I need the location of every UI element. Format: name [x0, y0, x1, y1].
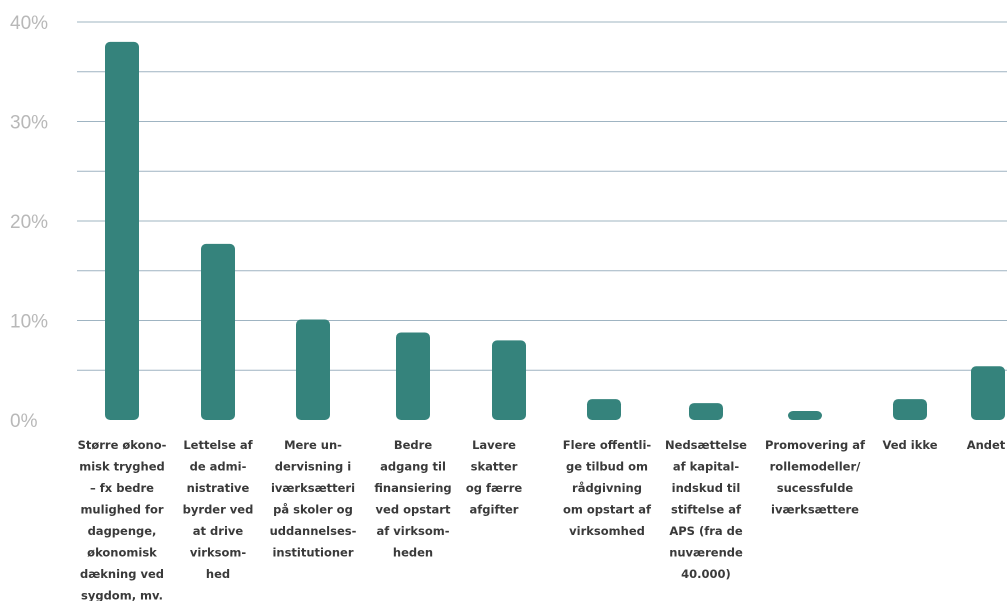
x-tick-label: Flere offentli-ge tilbud om rådgivning om …	[563, 438, 652, 538]
y-tick-label: 40%	[10, 13, 48, 34]
x-tick-label: Større økono-misk tryghed – fx bedre mulig…	[78, 438, 167, 601]
x-tick-label: Ved ikke	[882, 438, 937, 452]
y-tick-label: 30%	[10, 113, 48, 134]
x-tick-label: Bedre adgang til finansiering ved opstart af…	[374, 438, 451, 560]
bar	[296, 319, 330, 420]
bar	[893, 399, 927, 420]
y-tick-label: 0%	[10, 411, 38, 432]
bar	[201, 243, 235, 420]
bar	[788, 411, 822, 420]
x-tick-label: Promovering af rollemodeller/sucessfulde i…	[765, 438, 866, 517]
bar	[587, 399, 621, 420]
bar	[971, 366, 1005, 420]
x-tick-label: Mere un-dervisning i iværksætteri på skole…	[270, 438, 357, 560]
x-tick-label: Lettelse af de admi-nistrative byrder ved a…	[183, 438, 254, 581]
x-tick-label: Nedsættelse af kapital-indskud til stiftel…	[665, 438, 747, 581]
bar	[689, 403, 723, 420]
x-tick-label: Andet	[967, 438, 1006, 452]
x-tick-label: Lavere skatter og færre afgifter	[466, 438, 523, 517]
y-tick-label: 20%	[10, 212, 48, 233]
bar	[105, 41, 139, 421]
bar	[396, 332, 430, 420]
y-tick-label: 10%	[10, 312, 48, 333]
bar	[492, 340, 526, 420]
